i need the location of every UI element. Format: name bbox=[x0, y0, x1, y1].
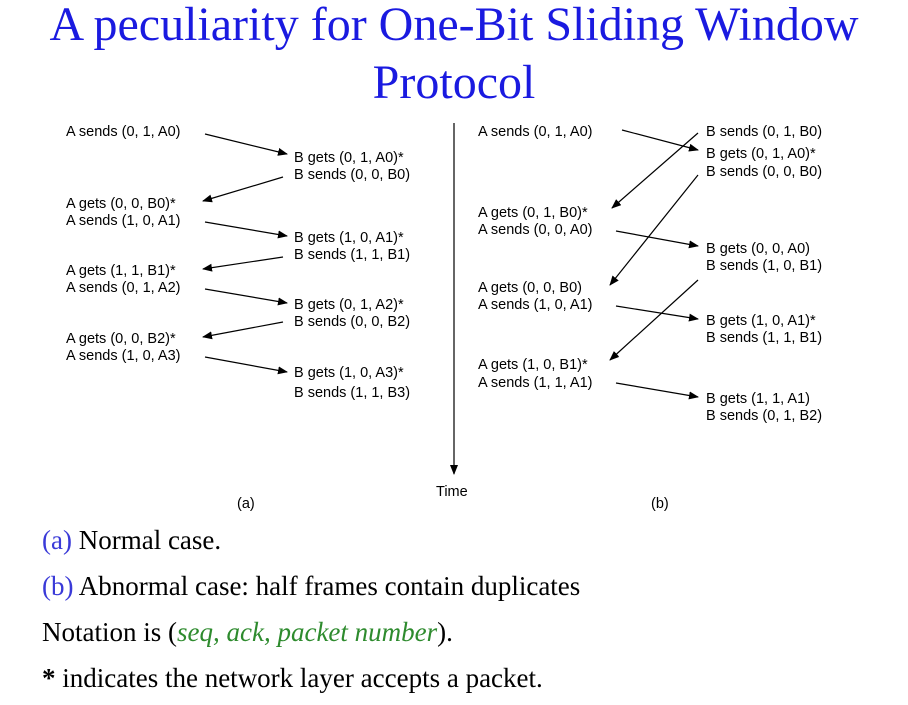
caption-a-text: Normal case. bbox=[71, 525, 222, 555]
protocol-diagram: A sends (0, 1, A0) B gets (0, 1, A0)* B … bbox=[66, 123, 822, 512]
a-arrow-5 bbox=[204, 288, 288, 306]
b-line-1: B sends (0, 1, B0) bbox=[706, 124, 822, 140]
a-arrow-1 bbox=[204, 133, 288, 156]
a-line-13: B gets (1, 0, A3)* bbox=[294, 365, 404, 381]
a-line-14: B sends (1, 1, B3) bbox=[294, 385, 410, 401]
caption-a: (a) Normal case. bbox=[42, 521, 902, 567]
a-line-3: A gets (0, 0, B0)* bbox=[66, 196, 176, 212]
a-arrow-6 bbox=[202, 321, 284, 340]
caption-list: (a) Normal case. (b) Abnormal case: half… bbox=[42, 521, 902, 705]
b-line-11: B sends (1, 1, B1) bbox=[706, 330, 822, 346]
b-arrow-7 bbox=[615, 382, 699, 400]
a-line-2: B sends (0, 0, B0) bbox=[294, 167, 410, 183]
b-line-13: A sends (1, 1, A1) bbox=[478, 375, 592, 391]
b-line-0: A sends (0, 1, A0) bbox=[478, 124, 592, 140]
b-line-15: B sends (0, 1, B2) bbox=[706, 408, 822, 424]
b-arrow-5 bbox=[609, 279, 699, 361]
b-arrow-4 bbox=[615, 230, 699, 249]
b-line-2: B gets (0, 1, A0)* bbox=[706, 146, 816, 162]
caption-b: (b) Abnormal case: half frames contain d… bbox=[42, 567, 902, 613]
b-line-7: B sends (1, 0, B1) bbox=[706, 258, 822, 274]
b-line-12: A gets (1, 0, B1)* bbox=[478, 357, 588, 373]
notation-prefix: Notation is ( bbox=[42, 617, 177, 647]
panel-a-label: (a) bbox=[237, 496, 255, 512]
b-line-4: A gets (0, 1, B0)* bbox=[478, 205, 588, 221]
b-arrow-6 bbox=[615, 305, 699, 322]
a-line-5: B gets (1, 0, A1)* bbox=[294, 230, 404, 246]
a-arrow-2 bbox=[202, 176, 284, 203]
a-line-10: B sends (0, 0, B2) bbox=[294, 314, 410, 330]
caption-a-label: (a) bbox=[42, 525, 72, 555]
b-arrow-1 bbox=[621, 129, 699, 152]
b-line-5: A sends (0, 0, A0) bbox=[478, 222, 592, 238]
title-line-1: A peculiarity for One-Bit Sliding Window bbox=[49, 0, 859, 51]
a-line-11: A gets (0, 0, B2)* bbox=[66, 331, 176, 347]
notation-suffix: ). bbox=[437, 617, 453, 647]
a-line-12: A sends (1, 0, A3) bbox=[66, 348, 180, 364]
slide-title: A peculiarity for One-Bit Sliding Window… bbox=[0, 0, 908, 112]
b-arrow-3 bbox=[609, 174, 699, 286]
a-arrow-7 bbox=[204, 356, 288, 375]
caption-star: * indicates the network layer accepts a … bbox=[42, 659, 902, 705]
notation-terms: seq, ack, packet number bbox=[177, 617, 438, 647]
a-line-8: A sends (0, 1, A2) bbox=[66, 280, 180, 296]
a-arrow-4 bbox=[202, 256, 284, 272]
b-line-6: B gets (0, 0, A0) bbox=[706, 241, 810, 257]
caption-b-label: (b) bbox=[42, 571, 74, 601]
b-line-10: B gets (1, 0, A1)* bbox=[706, 313, 816, 329]
b-line-3: B sends (0, 0, B0) bbox=[706, 164, 822, 180]
title-line-2: Protocol bbox=[372, 56, 536, 109]
a-line-6: B sends (1, 1, B1) bbox=[294, 247, 410, 263]
a-line-1: B gets (0, 1, A0)* bbox=[294, 150, 404, 166]
b-arrow-2 bbox=[611, 132, 699, 209]
b-line-8: A gets (0, 0, B0) bbox=[478, 280, 582, 296]
star-text: indicates the network layer accepts a pa… bbox=[55, 663, 543, 693]
b-line-14: B gets (1, 1, A1) bbox=[706, 391, 810, 407]
a-line-7: A gets (1, 1, B1)* bbox=[66, 263, 176, 279]
panel-b-label: (b) bbox=[651, 496, 669, 512]
caption-notation: Notation is (seq, ack, packet number). bbox=[42, 613, 902, 659]
time-label: Time bbox=[436, 484, 468, 500]
a-line-9: B gets (0, 1, A2)* bbox=[294, 297, 404, 313]
a-arrow-3 bbox=[204, 221, 288, 239]
star-symbol: * bbox=[42, 663, 56, 693]
caption-b-text: Abnormal case: half frames contain dupli… bbox=[73, 571, 581, 601]
b-line-9: A sends (1, 0, A1) bbox=[478, 297, 592, 313]
a-line-4: A sends (1, 0, A1) bbox=[66, 213, 180, 229]
a-line-0: A sends (0, 1, A0) bbox=[66, 124, 180, 140]
